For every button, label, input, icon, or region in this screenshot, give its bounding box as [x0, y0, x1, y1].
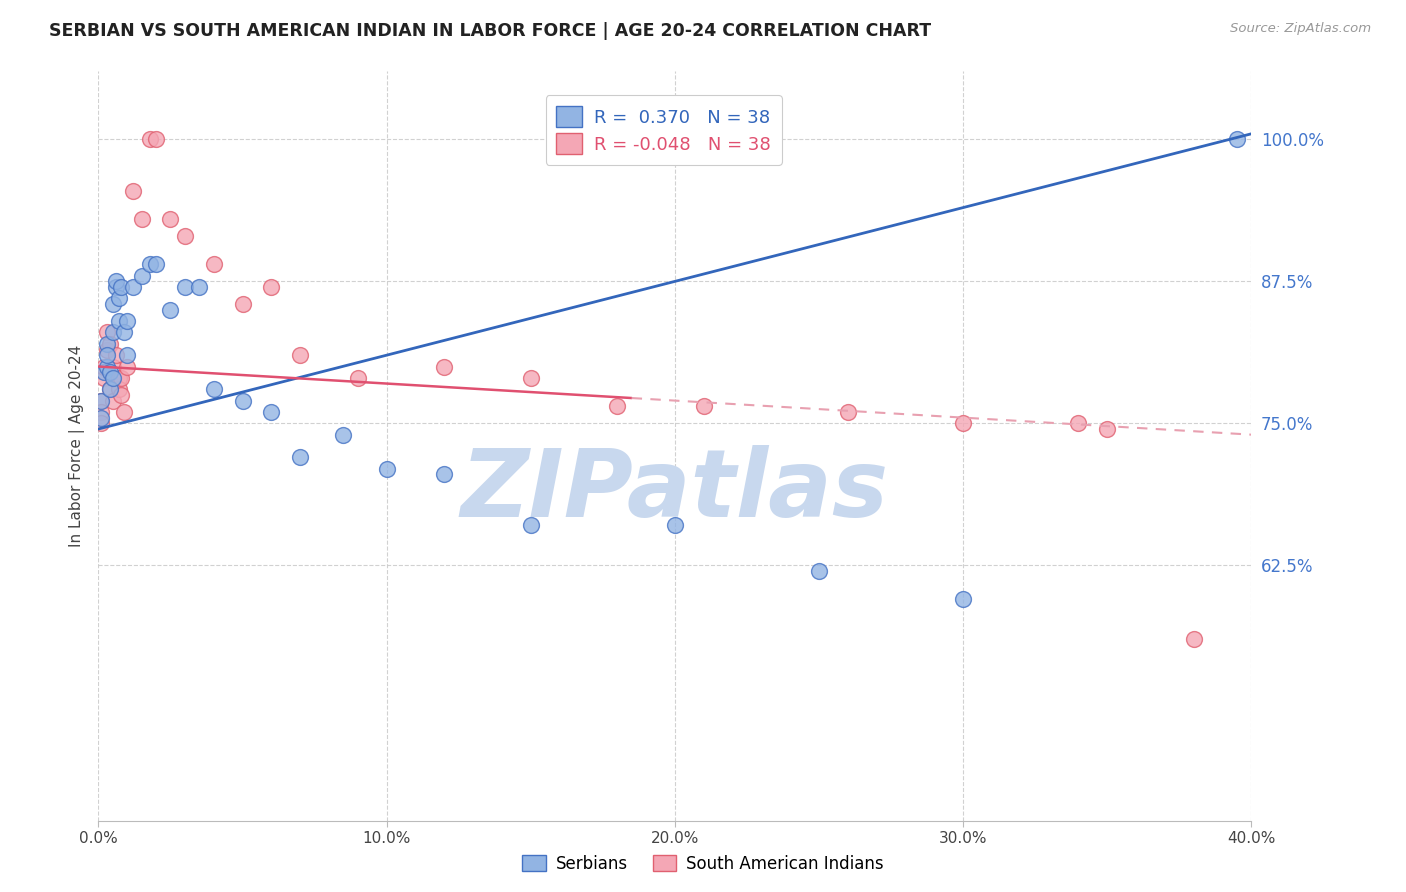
Point	[117, 348, 139, 362]
Point	[433, 359, 456, 374]
Point	[145, 257, 167, 271]
Point	[107, 371, 129, 385]
Point	[93, 371, 115, 385]
Point	[90, 405, 112, 419]
Point	[290, 450, 312, 465]
Point	[107, 382, 129, 396]
Point	[952, 592, 974, 607]
Point	[131, 211, 153, 226]
Point	[952, 417, 974, 431]
Point	[1067, 417, 1090, 431]
Point	[231, 393, 254, 408]
Point	[188, 280, 211, 294]
Point	[93, 365, 115, 379]
Point	[346, 371, 368, 385]
Point	[1182, 632, 1205, 646]
Point	[112, 405, 135, 419]
Point	[98, 382, 121, 396]
Point	[202, 257, 225, 271]
Point	[231, 297, 254, 311]
Point	[117, 314, 139, 328]
Point	[107, 292, 129, 306]
Point	[520, 518, 543, 533]
Point	[122, 184, 145, 198]
Point	[202, 382, 225, 396]
Point	[96, 343, 118, 357]
Point	[837, 405, 859, 419]
Point	[606, 399, 628, 413]
Point	[260, 280, 283, 294]
Point	[433, 467, 456, 482]
Point	[96, 336, 118, 351]
Point	[101, 297, 124, 311]
Point	[1226, 132, 1249, 146]
Point	[93, 359, 115, 374]
Legend: R =  0.370   N = 38, R = -0.048   N = 38: R = 0.370 N = 38, R = -0.048 N = 38	[546, 95, 782, 165]
Point	[375, 461, 398, 475]
Legend: Serbians, South American Indians: Serbians, South American Indians	[516, 848, 890, 880]
Point	[139, 257, 162, 271]
Point	[290, 348, 312, 362]
Point	[1097, 422, 1119, 436]
Point	[693, 399, 716, 413]
Point	[122, 280, 145, 294]
Point	[117, 359, 139, 374]
Point	[110, 371, 132, 385]
Point	[664, 518, 686, 533]
Point	[808, 564, 831, 578]
Point	[260, 405, 283, 419]
Point	[96, 348, 118, 362]
Point	[104, 274, 127, 288]
Text: Source: ZipAtlas.com: Source: ZipAtlas.com	[1230, 22, 1371, 36]
Point	[112, 326, 135, 340]
Point	[131, 268, 153, 283]
Point	[139, 132, 162, 146]
Point	[174, 229, 197, 244]
Point	[110, 388, 132, 402]
Point	[110, 280, 132, 294]
Point	[96, 359, 118, 374]
Point	[159, 302, 181, 317]
Point	[520, 371, 543, 385]
Point	[101, 371, 124, 385]
Point	[159, 211, 181, 226]
Point	[145, 132, 167, 146]
Point	[90, 417, 112, 431]
Point	[104, 348, 127, 362]
Text: ZIPatlas: ZIPatlas	[461, 445, 889, 537]
Text: SERBIAN VS SOUTH AMERICAN INDIAN IN LABOR FORCE | AGE 20-24 CORRELATION CHART: SERBIAN VS SOUTH AMERICAN INDIAN IN LABO…	[49, 22, 931, 40]
Point	[96, 326, 118, 340]
Point	[90, 393, 112, 408]
Point	[332, 427, 354, 442]
Point	[107, 314, 129, 328]
Point	[90, 393, 112, 408]
Point	[101, 359, 124, 374]
Point	[104, 280, 127, 294]
Point	[101, 326, 124, 340]
Point	[98, 365, 121, 379]
Point	[98, 336, 121, 351]
Point	[98, 382, 121, 396]
Point	[101, 393, 124, 408]
Point	[174, 280, 197, 294]
Point	[90, 410, 112, 425]
Y-axis label: In Labor Force | Age 20-24: In Labor Force | Age 20-24	[69, 345, 84, 547]
